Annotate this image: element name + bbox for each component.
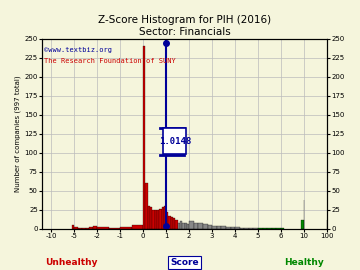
Bar	[276, 228, 281, 229]
Bar	[132, 225, 143, 229]
Bar	[171, 217, 173, 229]
FancyBboxPatch shape	[163, 128, 186, 154]
Bar	[272, 228, 276, 229]
Bar	[212, 226, 217, 229]
Bar	[152, 210, 154, 229]
Bar	[78, 228, 82, 229]
Text: ©www.textbiz.org: ©www.textbiz.org	[44, 48, 112, 53]
Bar	[235, 227, 240, 229]
Bar	[175, 220, 177, 229]
Bar	[93, 226, 97, 229]
Bar	[159, 209, 162, 229]
Text: Healthy: Healthy	[284, 258, 324, 267]
Bar	[244, 228, 249, 229]
Bar	[72, 225, 74, 229]
Bar	[157, 210, 159, 229]
Bar	[226, 227, 230, 229]
Bar	[203, 224, 207, 229]
Bar	[109, 228, 120, 229]
Text: Score: Score	[170, 258, 199, 267]
Bar	[240, 228, 244, 229]
Text: 1.0148: 1.0148	[159, 137, 191, 146]
Bar	[154, 210, 157, 229]
Bar	[150, 207, 152, 229]
Y-axis label: Number of companies (997 total): Number of companies (997 total)	[15, 75, 22, 192]
Bar	[258, 228, 263, 229]
Bar	[194, 222, 198, 229]
Bar	[217, 226, 221, 229]
Bar	[249, 228, 253, 229]
Bar	[281, 228, 284, 229]
Title: Z-Score Histogram for PIH (2016)
Sector: Financials: Z-Score Histogram for PIH (2016) Sector:…	[98, 15, 271, 37]
Text: The Research Foundation of SUNY: The Research Foundation of SUNY	[44, 58, 176, 64]
Bar	[230, 227, 235, 229]
Bar	[301, 220, 304, 229]
Bar	[198, 223, 203, 229]
Bar	[164, 206, 166, 229]
Bar	[148, 206, 150, 229]
Bar	[187, 224, 189, 229]
Bar	[253, 228, 258, 229]
Bar	[173, 218, 175, 229]
Bar	[263, 228, 267, 229]
Bar	[180, 221, 182, 229]
Text: Unhealthy: Unhealthy	[46, 258, 98, 267]
Bar	[207, 225, 212, 229]
Bar	[74, 227, 78, 229]
Bar	[86, 228, 90, 229]
Bar	[166, 212, 168, 229]
Bar	[162, 207, 164, 229]
Bar	[189, 221, 194, 229]
Bar	[90, 227, 93, 229]
Bar	[221, 226, 226, 229]
Bar	[120, 227, 132, 229]
Bar	[145, 183, 148, 229]
Bar	[143, 46, 145, 229]
Bar	[82, 228, 86, 229]
Bar	[168, 217, 171, 229]
Bar	[182, 222, 185, 229]
Bar	[177, 222, 180, 229]
Bar	[97, 227, 109, 229]
Bar	[185, 223, 187, 229]
Bar	[267, 228, 272, 229]
